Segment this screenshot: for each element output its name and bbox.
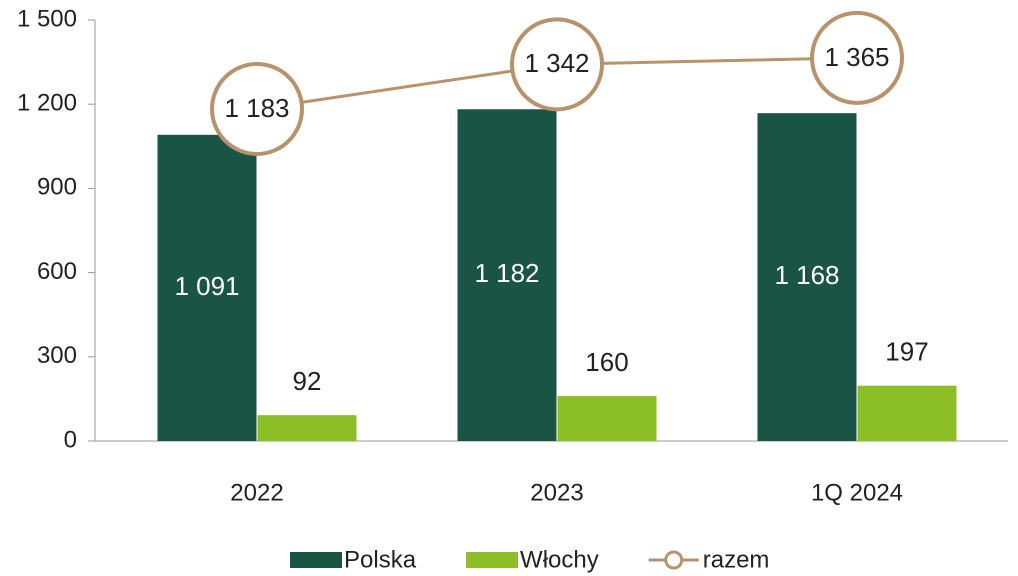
- y-tick-label: 1 200: [17, 90, 77, 117]
- x-tick-label: 2023: [530, 479, 583, 506]
- y-tick-label: 1 500: [17, 5, 77, 32]
- bar: [857, 385, 957, 441]
- bar-value-label: 1 168: [774, 260, 839, 290]
- legend-label: razem: [703, 546, 770, 573]
- legend-label: Polska: [344, 546, 417, 573]
- legend-marker: [664, 550, 684, 570]
- line-marker: [510, 17, 604, 112]
- y-tick-label: 900: [37, 174, 77, 201]
- legend-label: Włochy: [520, 546, 599, 573]
- bar: [757, 113, 857, 441]
- line-value-label: 1 365: [824, 42, 889, 72]
- y-tick-label: 300: [37, 342, 77, 369]
- y-tick-label: 0: [64, 426, 77, 453]
- legend-swatch: [290, 552, 342, 568]
- x-tick-label: 1Q 2024: [811, 479, 903, 506]
- bar: [557, 396, 657, 441]
- bar-value-label: 160: [585, 347, 628, 377]
- bar: [157, 134, 257, 441]
- bar-value-label: 197: [885, 337, 928, 367]
- x-tick-label: 2022: [230, 479, 283, 506]
- bar: [457, 109, 557, 441]
- legend-swatch: [466, 552, 519, 568]
- line-marker: [210, 61, 304, 156]
- line-marker: [810, 10, 904, 105]
- bar-value-label: 92: [293, 366, 322, 396]
- bar-value-label: 1 182: [474, 258, 539, 288]
- y-tick-label: 600: [37, 258, 77, 285]
- bar: [257, 415, 357, 441]
- line-value-label: 1 342: [524, 48, 589, 78]
- bar-value-label: 1 091: [174, 271, 239, 301]
- line-value-label: 1 183: [224, 93, 289, 123]
